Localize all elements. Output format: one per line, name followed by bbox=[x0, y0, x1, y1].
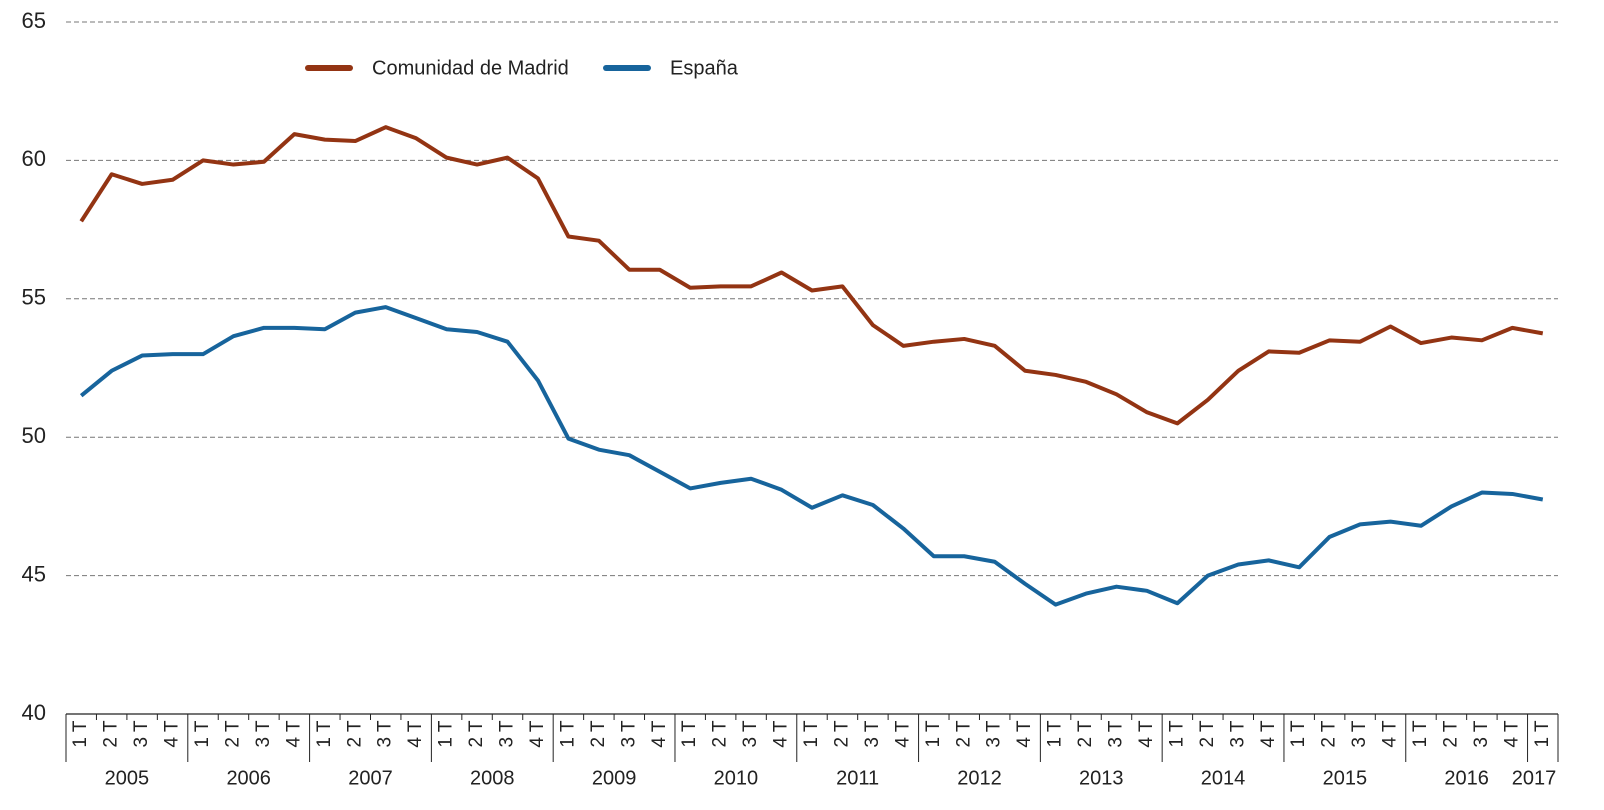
y-tick-label: 65 bbox=[22, 8, 46, 33]
year-label: 2008 bbox=[470, 767, 515, 789]
x-tick-label: 1 T bbox=[679, 720, 700, 748]
x-tick-label: 3 T bbox=[375, 720, 396, 748]
x-tick-label: 2 T bbox=[101, 720, 122, 748]
x-tick-label: 1 T bbox=[70, 720, 91, 748]
x-tick-label: 2 T bbox=[831, 720, 852, 748]
x-tick-label: 1 T bbox=[1532, 720, 1553, 748]
x-tick-label: 4 T bbox=[771, 720, 792, 748]
x-tick-label: 3 T bbox=[984, 720, 1005, 748]
year-label: 2014 bbox=[1201, 767, 1246, 789]
x-tick-label: 3 T bbox=[497, 720, 518, 748]
x-tick-label: 3 T bbox=[862, 720, 883, 748]
year-label: 2012 bbox=[957, 767, 1002, 789]
year-label: 2005 bbox=[105, 767, 150, 789]
x-tick-label: 1 T bbox=[801, 720, 822, 748]
x-tick-label: 4 T bbox=[649, 720, 670, 748]
y-tick-label: 50 bbox=[22, 423, 46, 448]
x-tick-label: 2 T bbox=[1440, 720, 1461, 748]
x-tick-label: 1 T bbox=[314, 720, 335, 748]
x-tick-label: 3 T bbox=[131, 720, 152, 748]
x-tick-label: 3 T bbox=[1349, 720, 1370, 748]
x-tick-label: 1 T bbox=[1045, 720, 1066, 748]
y-tick-label: 45 bbox=[22, 561, 46, 586]
x-tick-label: 1 T bbox=[1288, 720, 1309, 748]
x-tick-label: 4 T bbox=[1380, 720, 1401, 748]
y-tick-label: 60 bbox=[22, 146, 46, 171]
x-tick-label: 3 T bbox=[618, 720, 639, 748]
year-label: 2007 bbox=[348, 767, 393, 789]
x-tick-label: 4 T bbox=[1258, 720, 1279, 748]
year-label: 2015 bbox=[1323, 767, 1368, 789]
x-tick-label: 2 T bbox=[1319, 720, 1340, 748]
x-tick-label: 2 T bbox=[466, 720, 487, 748]
x-tick-label: 4 T bbox=[162, 720, 183, 748]
x-tick-label: 3 T bbox=[740, 720, 761, 748]
year-label: 2016 bbox=[1444, 767, 1489, 789]
legend-label: España bbox=[670, 57, 739, 79]
x-tick-label: 4 T bbox=[892, 720, 913, 748]
x-tick-label: 4 T bbox=[1136, 720, 1157, 748]
x-tick-label: 2 T bbox=[953, 720, 974, 748]
x-tick-label: 2 T bbox=[344, 720, 365, 748]
x-tick-label: 4 T bbox=[405, 720, 426, 748]
y-tick-label: 40 bbox=[22, 700, 46, 725]
x-tick-label: 4 T bbox=[1501, 720, 1522, 748]
x-tick-label: 2 T bbox=[1075, 720, 1096, 748]
x-tick-label: 1 T bbox=[923, 720, 944, 748]
year-label: 2006 bbox=[226, 767, 271, 789]
x-tick-label: 1 T bbox=[1410, 720, 1431, 748]
x-tick-label: 2 T bbox=[222, 720, 243, 748]
x-tick-label: 4 T bbox=[527, 720, 548, 748]
x-tick-label: 1 T bbox=[436, 720, 457, 748]
x-tick-label: 4 T bbox=[1014, 720, 1035, 748]
x-tick-label: 3 T bbox=[253, 720, 274, 748]
year-label: 2009 bbox=[592, 767, 637, 789]
y-tick-label: 55 bbox=[22, 285, 46, 310]
x-tick-label: 2 T bbox=[1197, 720, 1218, 748]
year-label: 2010 bbox=[714, 767, 759, 789]
legend-label: Comunidad de Madrid bbox=[372, 57, 569, 79]
year-label: 2011 bbox=[836, 767, 879, 789]
line-series bbox=[79, 305, 1544, 607]
x-tick-label: 1 T bbox=[1166, 720, 1187, 748]
x-tick-label: 2 T bbox=[588, 720, 609, 748]
x-tick-label: 1 T bbox=[557, 720, 578, 748]
year-label: 2017 bbox=[1512, 767, 1557, 789]
x-tick-label: 3 T bbox=[1471, 720, 1492, 748]
x-tick-label: 3 T bbox=[1106, 720, 1127, 748]
x-tick-label: 3 T bbox=[1227, 720, 1248, 748]
x-tick-label: 2 T bbox=[710, 720, 731, 748]
x-tick-label: 1 T bbox=[192, 720, 213, 748]
year-label: 2013 bbox=[1079, 767, 1124, 789]
x-tick-label: 4 T bbox=[283, 720, 304, 748]
line-series bbox=[79, 125, 1544, 426]
